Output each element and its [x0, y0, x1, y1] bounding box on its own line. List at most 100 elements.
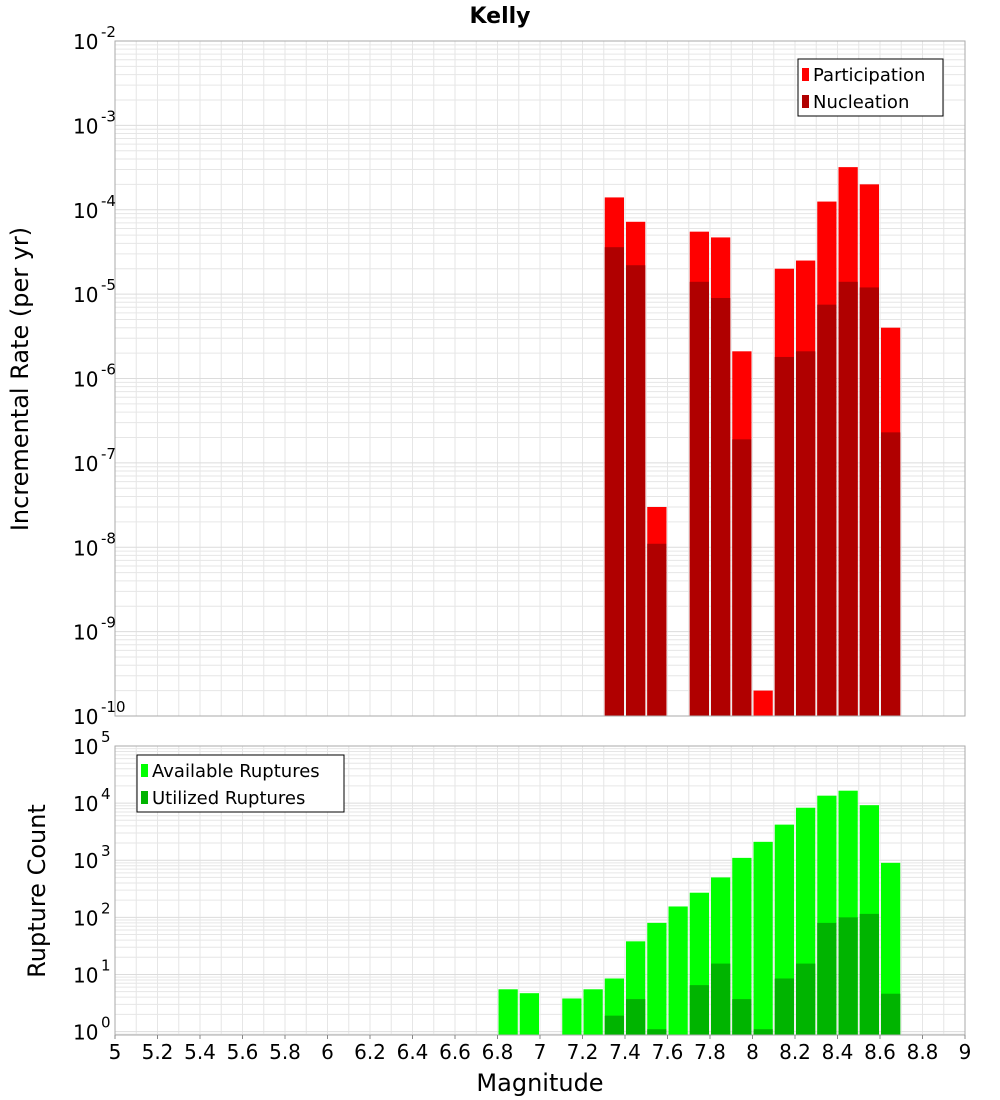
y-tick-base: 10 — [73, 963, 98, 987]
rate-bar-nucleation — [604, 247, 624, 716]
legend-swatch — [802, 68, 809, 81]
y-tick-exponent: -2 — [101, 23, 116, 41]
y-tick-exponent: -5 — [101, 276, 116, 294]
rate-panel-legend: Participation Nucleation — [797, 58, 944, 117]
count-bar-available-ruptures — [498, 989, 518, 1035]
y-tick-label: 10 -7 — [73, 445, 116, 476]
count-bar-utilized-ruptures — [604, 1015, 624, 1035]
count-bar-available-ruptures — [519, 993, 539, 1035]
y-tick-exponent: 1 — [101, 956, 111, 974]
y-tick-base: 10 — [73, 536, 98, 560]
rate-panel-frame — [114, 40, 966, 717]
legend-box — [797, 58, 944, 117]
y-tick-exponent: 3 — [101, 842, 111, 860]
rate-bar-nucleation — [711, 297, 731, 716]
x-tick-label: 5.6 — [227, 1040, 259, 1064]
x-tick-label: 5.4 — [184, 1040, 216, 1064]
legend-swatch — [141, 764, 148, 777]
y-tick-base: 10 — [73, 849, 98, 873]
count-bar-utilized-ruptures — [647, 1029, 667, 1035]
rate-bar-nucleation — [838, 281, 858, 716]
x-tick-label: 8.6 — [864, 1040, 896, 1064]
y-tick-exponent: -6 — [101, 361, 116, 379]
legend-entry: Participation — [813, 65, 925, 86]
legend-entry: Utilized Ruptures — [152, 788, 305, 809]
rate-bar-nucleation — [881, 432, 901, 716]
count-bar-available-ruptures — [647, 922, 667, 1035]
y-tick-base: 10 — [73, 705, 98, 729]
y-tick-exponent: -7 — [101, 445, 116, 463]
rate-bar-participation — [753, 690, 773, 716]
x-tick-label: 6.8 — [482, 1040, 514, 1064]
x-tick-label: 5 — [109, 1040, 122, 1064]
legend-swatch — [802, 95, 809, 108]
y-tick-exponent: -8 — [101, 529, 116, 547]
count-bar-utilized-ruptures — [859, 913, 879, 1035]
y-tick-label: 10 -3 — [73, 107, 116, 138]
count-panel-legend: Available Ruptures Utilized Ruptures — [136, 754, 345, 813]
count-bar-available-ruptures — [668, 906, 688, 1035]
count-bar-available-ruptures — [881, 862, 901, 1035]
x-tick-label: 5.2 — [142, 1040, 174, 1064]
y-tick-label: 10 -4 — [73, 192, 116, 223]
count-bar-available-ruptures — [732, 857, 752, 1035]
y-tick-exponent: 2 — [101, 899, 111, 917]
y-tick-base: 10 — [73, 735, 98, 759]
chart-title: Kelly — [469, 4, 530, 29]
rate-bar-nucleation — [732, 439, 752, 716]
rate-bar-nucleation — [689, 281, 709, 716]
y-tick-label: 10 0 — [73, 1014, 111, 1045]
count-bar-utilized-ruptures — [774, 978, 794, 1035]
x-tick-label: 6 — [321, 1040, 334, 1064]
count-bar-utilized-ruptures — [732, 999, 752, 1035]
x-tick-label: 6.4 — [397, 1040, 429, 1064]
count-bar-available-ruptures — [562, 998, 582, 1035]
count-panel-y-axis-title: Rupture Count — [23, 804, 51, 978]
count-bar-utilized-ruptures — [796, 963, 816, 1035]
y-tick-exponent: -3 — [101, 107, 116, 125]
x-axis-ticks: 5 5.2 5.4 5.6 5.8 6 6.2 6.4 6.6 6.8 7 7.2 7.4 7.6 7.8 8… — [109, 1035, 972, 1064]
count-bar-utilized-ruptures — [753, 1029, 773, 1035]
x-tick-label: 8 — [746, 1040, 759, 1064]
y-tick-base: 10 — [73, 792, 98, 816]
count-bar-available-ruptures — [753, 841, 773, 1035]
y-tick-base: 10 — [73, 199, 98, 223]
y-tick-label: 10 3 — [73, 842, 111, 873]
rate-panel-y-axis-title: Incremental Rate (per yr) — [6, 227, 34, 531]
legend-swatch — [141, 791, 148, 804]
y-tick-label: 10 -10 — [73, 698, 126, 729]
rate-bar-nucleation — [647, 543, 667, 716]
y-tick-exponent: -10 — [101, 698, 126, 716]
y-tick-label: 10 5 — [73, 728, 111, 759]
x-tick-label: 8.2 — [779, 1040, 811, 1064]
y-tick-exponent: -9 — [101, 614, 116, 632]
rate-bar-nucleation — [796, 351, 816, 716]
rate-bar-nucleation — [859, 287, 879, 716]
count-bar-utilized-ruptures — [838, 917, 858, 1035]
rate-bar-nucleation — [774, 356, 794, 716]
y-tick-exponent: -4 — [101, 192, 116, 210]
x-tick-label: 7.4 — [609, 1040, 641, 1064]
y-tick-base: 10 — [73, 30, 98, 54]
y-tick-label: 10 -2 — [73, 23, 116, 54]
x-tick-label: 9 — [959, 1040, 972, 1064]
y-tick-base: 10 — [73, 368, 98, 392]
x-tick-label: 8.4 — [822, 1040, 854, 1064]
rate-panel-bars — [604, 167, 901, 717]
x-tick-label: 7.2 — [567, 1040, 599, 1064]
x-tick-label: 7.8 — [694, 1040, 726, 1064]
count-bar-utilized-ruptures — [689, 985, 709, 1035]
y-tick-label: 10 -8 — [73, 529, 116, 560]
y-tick-exponent: 5 — [101, 728, 111, 746]
y-tick-base: 10 — [73, 906, 98, 930]
y-tick-base: 10 — [73, 283, 98, 307]
y-tick-base: 10 — [73, 452, 98, 476]
y-tick-label: 10 -9 — [73, 614, 116, 645]
count-bar-utilized-ruptures — [626, 999, 646, 1035]
x-tick-label: 7.6 — [652, 1040, 684, 1064]
x-axis-title: Magnitude — [476, 1069, 603, 1097]
y-tick-base: 10 — [73, 1021, 98, 1045]
